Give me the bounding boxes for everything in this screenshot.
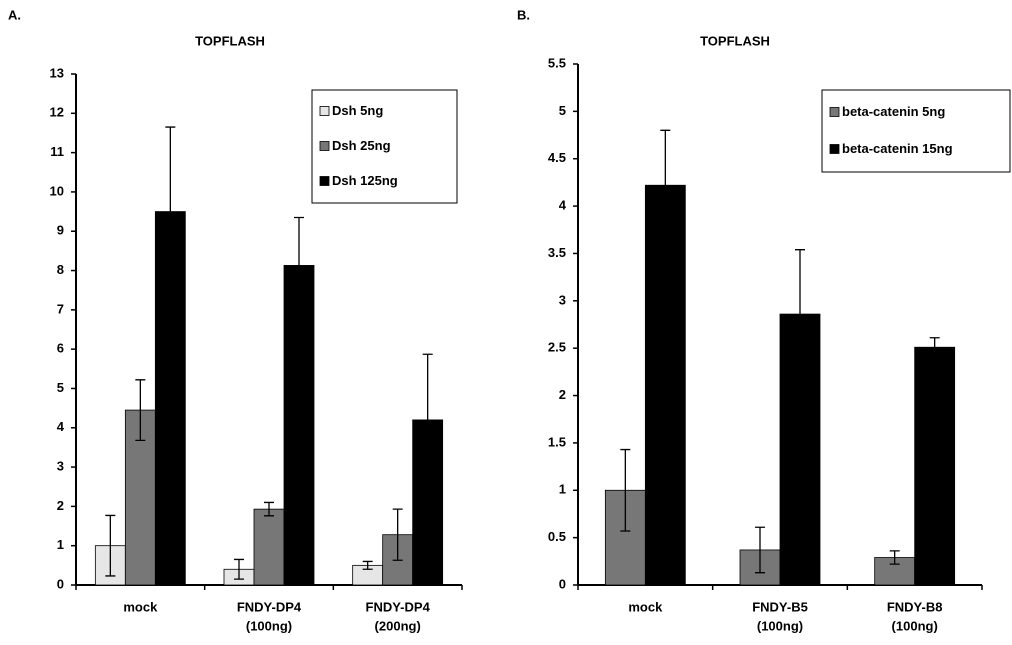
error-bar — [135, 379, 146, 441]
y-tick-label: 3 — [559, 292, 566, 307]
y-tick-label: 3 — [57, 459, 64, 474]
y-tick-label: 6 — [57, 341, 64, 356]
y-tick-label: 2 — [559, 387, 566, 402]
error-bar — [795, 249, 805, 380]
error-bar — [755, 526, 765, 574]
error-bar — [165, 126, 176, 297]
legend-label: Dsh 5ng — [332, 103, 383, 118]
x-tick-label: (100ng) — [892, 618, 938, 633]
error-bar — [660, 129, 671, 241]
legend-box — [311, 89, 458, 204]
legend-label: beta-catenin 15ng — [842, 141, 953, 156]
chart-title: TOPFLASH — [700, 33, 770, 48]
legend-swatch — [829, 144, 840, 154]
legend-swatch — [319, 176, 330, 186]
y-tick-label: 11 — [50, 144, 64, 159]
y-tick-label: 4 — [559, 198, 567, 213]
y-tick-label: 2 — [57, 498, 64, 513]
legend-label: beta-catenin 5ng — [842, 104, 945, 119]
y-tick-label: 12 — [50, 105, 64, 120]
x-tick-label: FNDY-B8 — [887, 599, 943, 614]
x-tick-label: (100ng) — [246, 618, 292, 633]
y-tick-label: 5.5 — [548, 55, 566, 70]
y-tick-label: 2.5 — [548, 340, 566, 355]
y-tick-label: 10 — [50, 183, 64, 198]
x-tick-label: FNDY-B5 — [752, 599, 808, 614]
error-bar — [929, 337, 940, 358]
panel-label: A. — [8, 7, 21, 22]
chart-title: TOPFLASH — [195, 33, 265, 48]
error-bar — [422, 353, 433, 487]
x-tick-label: mock — [123, 599, 158, 614]
error-bar — [620, 448, 631, 532]
x-tick-label: mock — [628, 599, 663, 614]
y-tick-label: 1 — [57, 537, 64, 552]
y-tick-label: 1.5 — [548, 434, 566, 449]
error-bar — [234, 558, 244, 580]
x-tick-label: FNDY-DP4 — [366, 599, 431, 614]
error-bar — [264, 501, 274, 517]
error-bar — [294, 216, 304, 315]
y-tick-label: 13 — [50, 65, 64, 80]
error-bar — [889, 550, 900, 565]
legend-swatch — [319, 141, 330, 151]
y-tick-label: 3.5 — [548, 245, 566, 260]
error-bar — [105, 514, 116, 577]
legend-label: Dsh 125ng — [332, 173, 398, 188]
y-tick-label: 7 — [57, 301, 64, 316]
y-tick-label: 5 — [57, 380, 64, 395]
legend-label: Dsh 25ng — [332, 138, 391, 153]
y-tick-label: 9 — [57, 223, 64, 238]
y-tick-label: 0 — [559, 576, 566, 591]
x-tick-label: FNDY-DP4 — [237, 599, 302, 614]
y-tick-label: 1 — [559, 482, 566, 497]
legend-swatch — [319, 106, 330, 116]
x-tick-label: (200ng) — [375, 618, 421, 633]
error-bar — [362, 560, 373, 570]
legend-box — [821, 89, 1011, 173]
bar — [644, 184, 686, 586]
x-tick-label: (100ng) — [757, 618, 803, 633]
panel-label: B. — [517, 7, 530, 22]
y-tick-label: 4 — [57, 419, 65, 434]
error-bar — [392, 508, 403, 561]
legend-swatch — [829, 107, 840, 117]
bar — [253, 508, 285, 586]
y-tick-label: 0.5 — [548, 529, 566, 544]
bar — [914, 346, 956, 586]
y-tick-label: 0 — [57, 576, 64, 591]
y-tick-label: 5 — [559, 103, 566, 118]
y-tick-label: 4.5 — [548, 150, 566, 165]
y-tick-label: 8 — [57, 262, 64, 277]
